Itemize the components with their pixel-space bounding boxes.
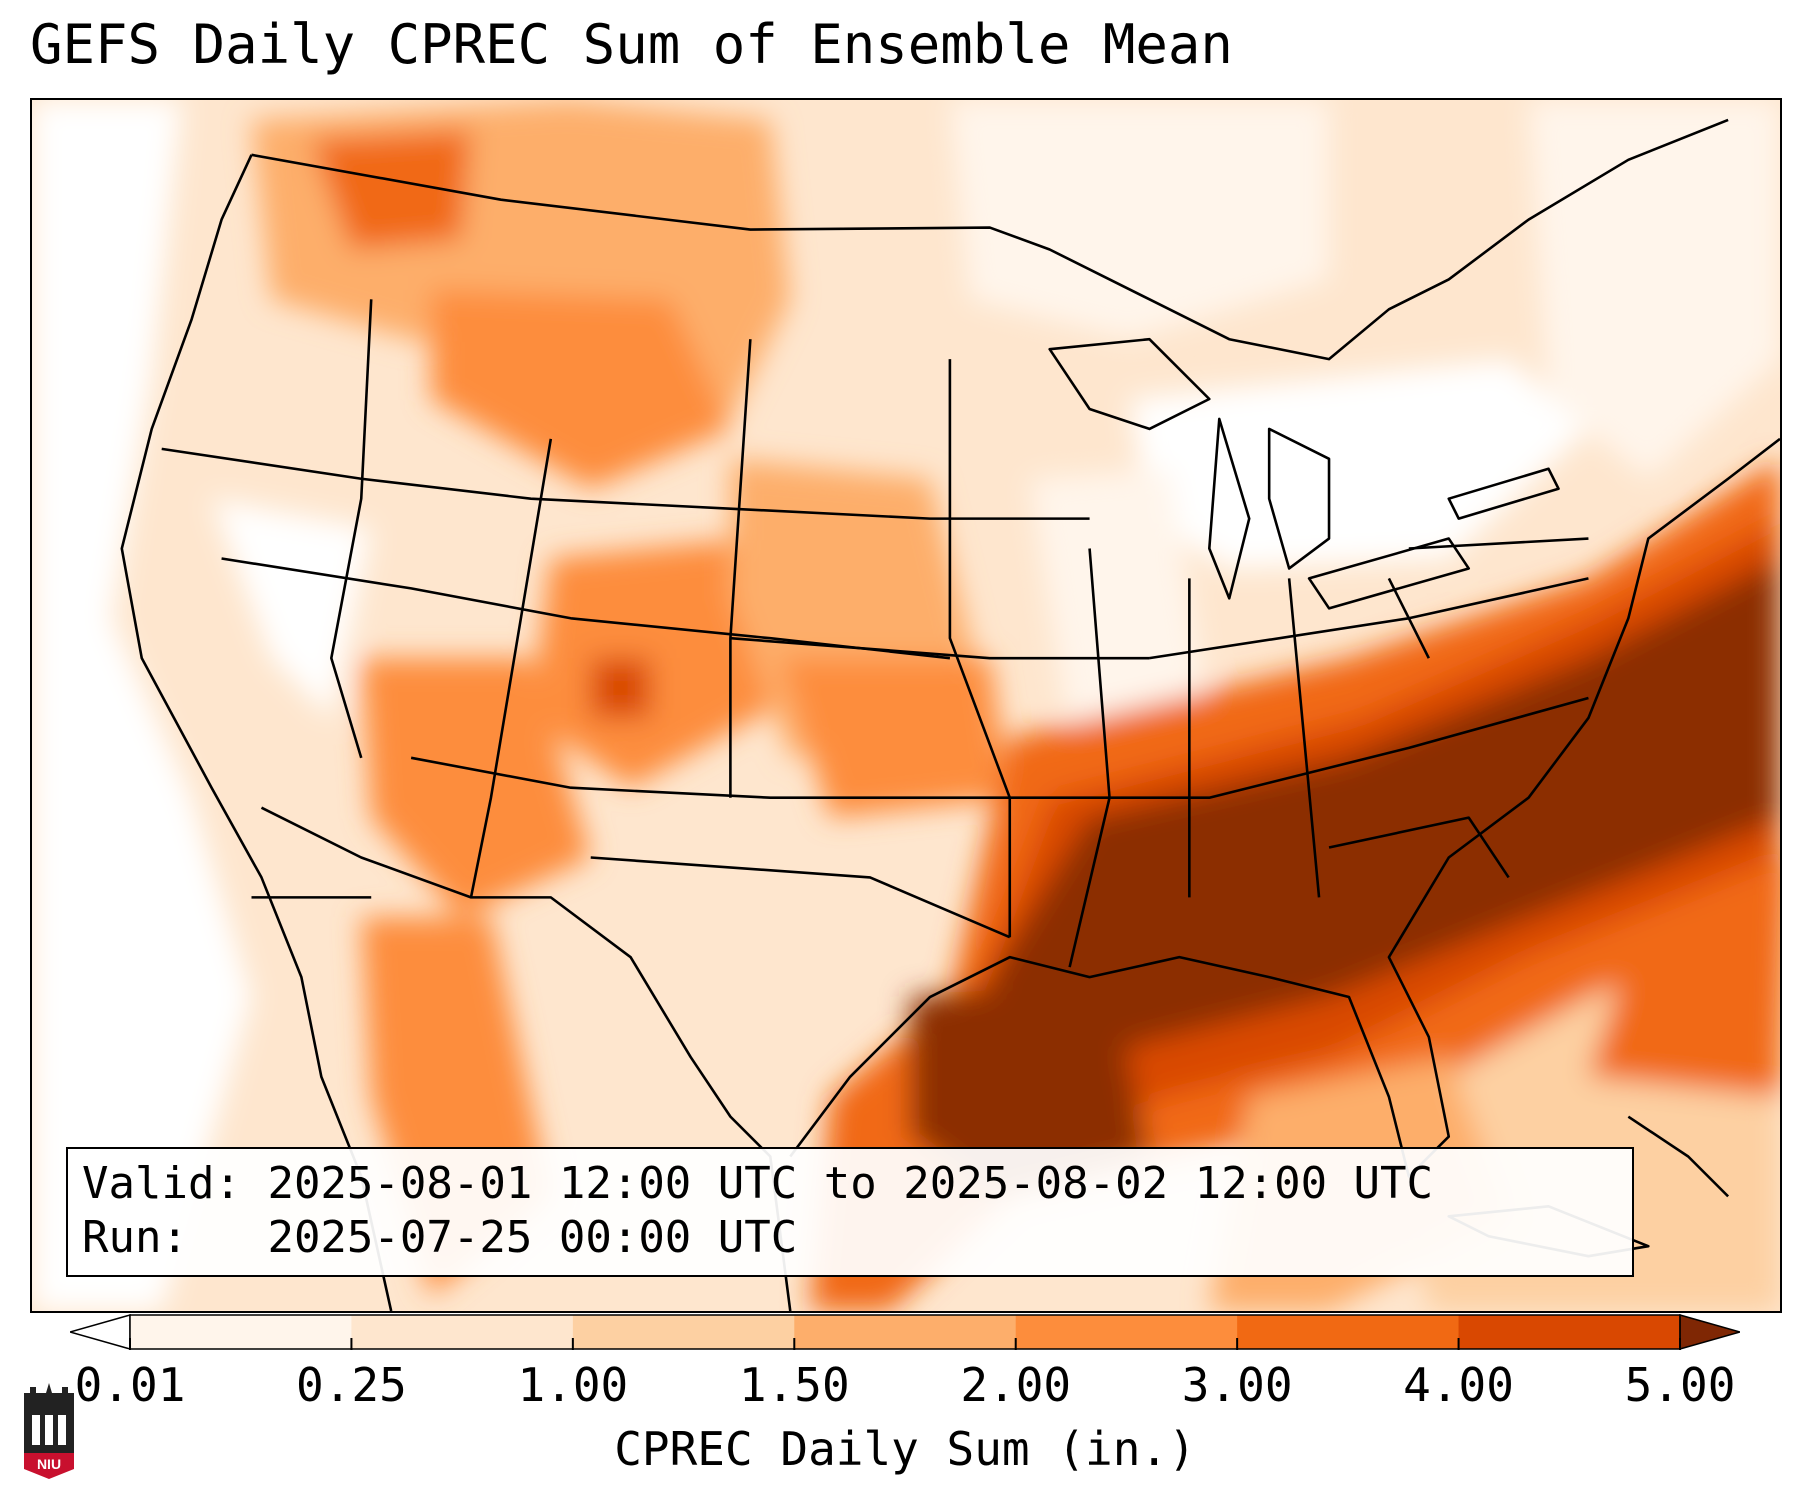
colorbar-segment bbox=[1015, 1315, 1238, 1349]
tick-label: 0.25 bbox=[296, 1358, 407, 1412]
colorbar-segment bbox=[794, 1315, 1017, 1349]
colorbar-under-arrow bbox=[70, 1314, 131, 1350]
tick-label: 5.00 bbox=[1624, 1358, 1736, 1412]
valid-run-info: Valid: 2025-08-01 12:00 UTC to 2025-08-0… bbox=[66, 1147, 1634, 1277]
logo-text: NIU bbox=[37, 1456, 61, 1472]
tick-label: 1.50 bbox=[738, 1358, 850, 1412]
tick-label: 2.00 bbox=[960, 1358, 1072, 1412]
precip-map bbox=[32, 100, 1780, 1311]
colorbar-label: CPREC Daily Sum (in.) bbox=[614, 1422, 1196, 1476]
colorbar-over-arrow bbox=[1679, 1314, 1740, 1350]
colorbar-segment bbox=[351, 1315, 574, 1349]
tick-label: 0.01 bbox=[74, 1358, 186, 1412]
tick-label: 1.00 bbox=[517, 1358, 629, 1412]
run-label: Run: bbox=[82, 1212, 188, 1263]
colorbar-segment bbox=[1458, 1315, 1681, 1349]
tick-label: 4.00 bbox=[1403, 1358, 1514, 1412]
valid-label: Valid: bbox=[82, 1158, 241, 1209]
boundaries bbox=[120, 118, 1780, 1311]
colorbar bbox=[70, 1314, 1740, 1350]
map-panel bbox=[30, 98, 1782, 1313]
tick-label: 3.00 bbox=[1181, 1358, 1293, 1412]
valid-value: 2025-08-01 12:00 UTC to 2025-08-02 12:00… bbox=[267, 1158, 1434, 1209]
niu-logo: NIU bbox=[24, 1383, 74, 1479]
colorbar-segment bbox=[572, 1315, 795, 1349]
colorbar-segment bbox=[130, 1315, 352, 1349]
run-value: 2025-07-25 00:00 UTC bbox=[267, 1212, 798, 1263]
map-title: GEFS Daily CPREC Sum of Ensemble Mean bbox=[30, 13, 1233, 76]
colorbar-segment bbox=[1237, 1315, 1460, 1349]
